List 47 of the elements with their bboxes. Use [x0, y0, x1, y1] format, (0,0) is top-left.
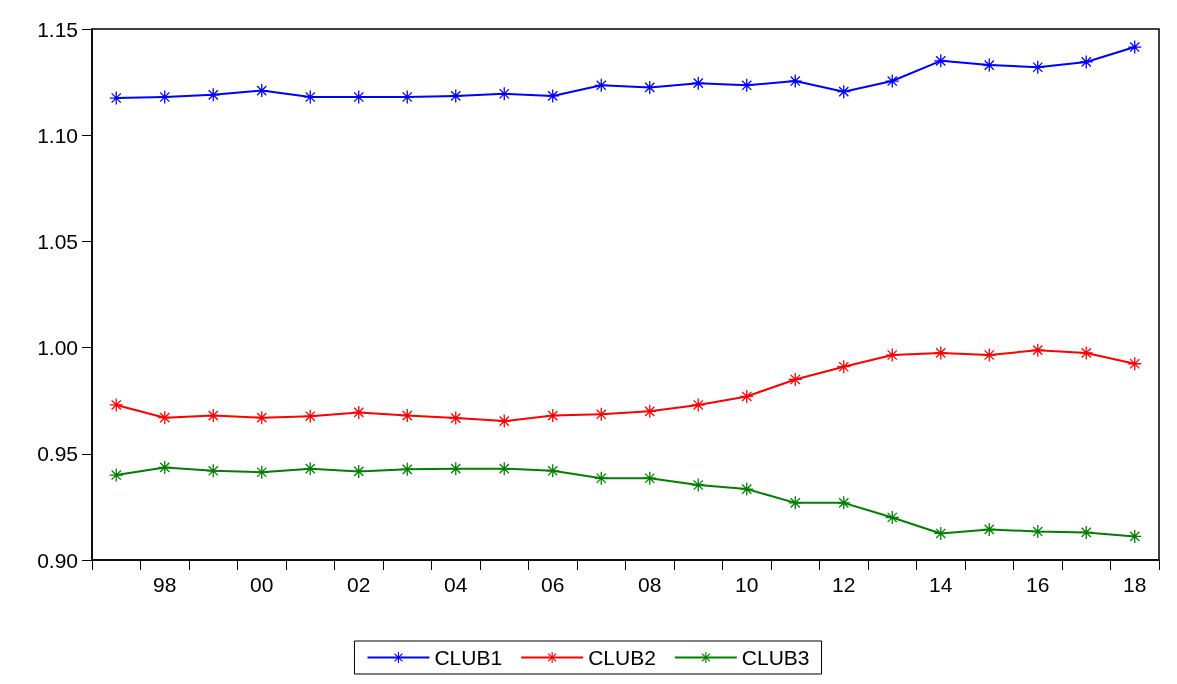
- point: [109, 398, 123, 412]
- point: [109, 91, 123, 105]
- point: [449, 411, 463, 425]
- x-tick-label: 04: [444, 573, 468, 596]
- x-tick-label: 10: [735, 573, 759, 596]
- x-tick-label: 16: [1026, 573, 1050, 596]
- point: [400, 90, 414, 104]
- point: [1079, 346, 1093, 360]
- point: [788, 496, 802, 510]
- x-tick-label: 02: [347, 573, 371, 596]
- y-tick-label: 1.15: [37, 17, 78, 41]
- x-tick-label: 98: [153, 573, 177, 596]
- point: [934, 54, 948, 68]
- point: [691, 478, 705, 492]
- point: [303, 90, 317, 104]
- legend-label: CLUB1: [434, 646, 503, 669]
- x-tick-label: 08: [638, 573, 662, 596]
- point: [158, 90, 172, 104]
- point: [109, 468, 123, 482]
- point: [982, 348, 996, 362]
- y-tick-label: 1.00: [37, 336, 78, 360]
- y-tick-label: 0.90: [37, 548, 78, 572]
- x-tick-label: 12: [832, 573, 856, 596]
- point: [934, 346, 948, 360]
- point: [497, 414, 511, 428]
- y-tick-label: 0.95: [37, 442, 78, 466]
- point: [1128, 40, 1142, 54]
- point: [1031, 343, 1045, 357]
- point: [1079, 55, 1093, 69]
- x-tick-label: 14: [929, 573, 953, 596]
- y-tick-label: 1.10: [37, 123, 78, 147]
- point: [546, 89, 560, 103]
- point: [885, 74, 899, 88]
- point: [449, 89, 463, 103]
- y-tick-label: 1.05: [37, 229, 78, 253]
- point: [352, 90, 366, 104]
- x-tick-label: 00: [250, 573, 274, 596]
- point: [885, 348, 899, 362]
- legend-label: CLUB3: [741, 646, 810, 669]
- point: [691, 398, 705, 412]
- point: [982, 58, 996, 72]
- point: [837, 496, 851, 510]
- legend-label: CLUB2: [588, 646, 656, 669]
- x-tick-label: 18: [1123, 573, 1147, 596]
- x-tick-label: 06: [541, 573, 565, 596]
- point: [788, 74, 802, 88]
- point: [740, 482, 754, 496]
